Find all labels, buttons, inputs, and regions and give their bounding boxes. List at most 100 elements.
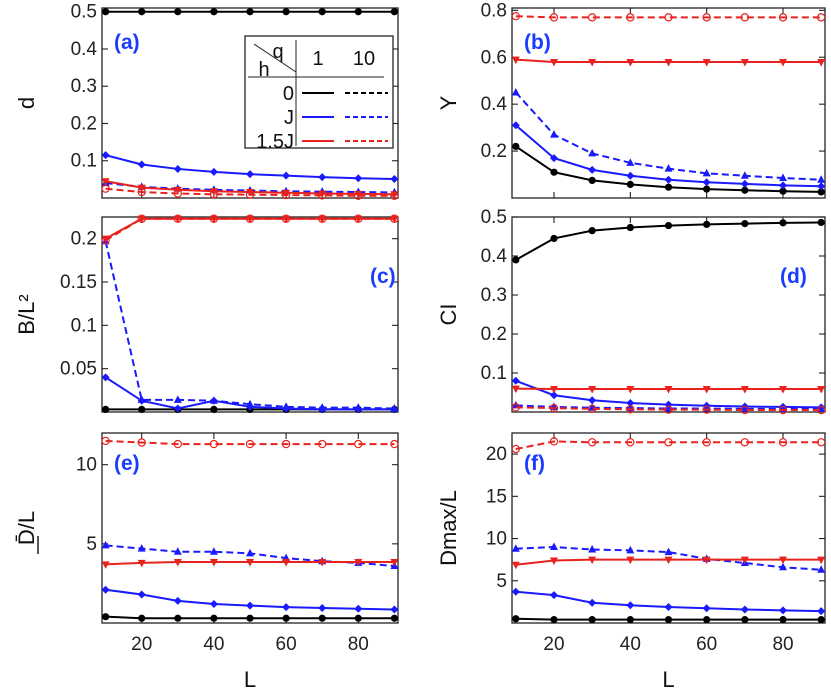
data-point: [740, 58, 749, 67]
data-point: [282, 8, 290, 16]
data-point: [511, 403, 521, 412]
panel-label: (e): [114, 452, 140, 475]
data-point: [138, 614, 146, 622]
data-point: [137, 215, 146, 224]
data-point: [549, 154, 558, 163]
data-point: [626, 180, 634, 188]
series-h-j-q-1: [101, 151, 399, 183]
data-point: [740, 385, 749, 394]
panel-label: (f): [524, 452, 545, 475]
data-point: [779, 616, 787, 624]
series-h-0-q-1: [512, 142, 825, 196]
legend-q-value: 10: [353, 48, 375, 70]
data-point: [702, 178, 711, 187]
data-point: [817, 188, 825, 196]
data-point: [318, 614, 326, 622]
data-point: [817, 565, 826, 573]
x-tick-label: 60: [276, 634, 297, 655]
data-point: [101, 585, 110, 594]
data-point: [354, 403, 363, 411]
data-point: [101, 540, 110, 549]
data-point: [817, 58, 826, 67]
data-point: [318, 559, 327, 567]
y-tick-label: 0.8: [481, 0, 507, 21]
series-h-j-q-1: [101, 585, 399, 614]
data-point: [173, 404, 182, 413]
series-h-1-5j-q-10: [101, 436, 399, 449]
data-point: [245, 214, 255, 223]
data-point: [664, 175, 673, 184]
data-point: [390, 404, 399, 412]
data-point: [173, 164, 182, 173]
series-h-1-5j-q-1: [511, 385, 826, 394]
legend-q-value: 1: [312, 48, 323, 70]
data-point: [588, 176, 596, 185]
series-h-0-q-1: [102, 613, 398, 622]
data-point: [137, 544, 146, 552]
data-point: [740, 179, 749, 188]
series-h-1-5j-q-1: [511, 56, 826, 67]
data-point: [549, 13, 559, 22]
data-point: [702, 58, 711, 67]
data-point: [626, 13, 635, 22]
data-point: [281, 439, 291, 449]
data-point: [101, 561, 110, 569]
data-point: [778, 405, 788, 415]
data-point: [173, 189, 183, 198]
data-point: [664, 58, 673, 67]
data-point: [778, 13, 788, 22]
x-tick-label: 60: [696, 634, 717, 655]
data-point: [740, 438, 750, 447]
y-tick-label: 0.05: [60, 359, 97, 380]
series-h-1-5j-q-1: [511, 556, 826, 570]
data-point: [817, 385, 826, 394]
y-tick-label: 20: [486, 444, 507, 465]
series-h-0-q-1: [512, 218, 825, 264]
data-point: [588, 616, 596, 624]
data-point: [511, 544, 520, 552]
legend-q-header: q: [272, 41, 283, 63]
data-point: [245, 439, 255, 449]
data-point: [282, 559, 291, 567]
data-point: [549, 591, 558, 600]
data-point: [137, 160, 146, 169]
y-tick-label: 0.2: [481, 324, 507, 345]
data-point: [702, 13, 711, 22]
data-point: [549, 437, 559, 446]
y-tick-label: 5: [496, 571, 507, 592]
series-h-1-5j-q-10: [101, 184, 399, 200]
plot-frame: [511, 7, 826, 199]
y-tick-label: 0.4: [481, 246, 508, 267]
data-point: [817, 175, 826, 183]
data-point: [511, 561, 520, 570]
y-tick-label: 0.2: [481, 141, 507, 162]
y-tick-label: 0.2: [71, 113, 97, 134]
data-point: [246, 559, 254, 567]
data-point: [282, 215, 291, 224]
data-point: [817, 182, 826, 191]
data-point: [779, 219, 787, 227]
panel-b: 0.2 0.4 0.6 0.8 Y (b): [436, 0, 826, 199]
data-point: [664, 183, 673, 191]
data-point: [354, 191, 363, 200]
series-line: [515, 440, 822, 451]
data-point: [174, 8, 182, 16]
data-point: [550, 616, 558, 624]
legend-row-label: 0: [283, 83, 294, 105]
y-axis-label: d: [14, 97, 39, 109]
panel-c: 0.05 0.1 0.15 0.2 B/L² (c): [14, 214, 399, 414]
data-point: [626, 438, 635, 447]
panel-label: (b): [524, 31, 551, 54]
data-point: [816, 13, 826, 22]
data-point: [664, 547, 673, 556]
panel-f: 5 10 15 20 20 40 60 80 L Dmax/L (f): [436, 432, 826, 692]
data-point: [137, 214, 146, 223]
data-point: [587, 404, 597, 414]
data-point: [588, 58, 597, 67]
data-point: [550, 234, 558, 243]
data-point: [173, 596, 182, 605]
data-point: [626, 158, 635, 166]
data-point: [702, 168, 711, 177]
data-point: [741, 616, 749, 624]
data-point: [281, 214, 291, 223]
